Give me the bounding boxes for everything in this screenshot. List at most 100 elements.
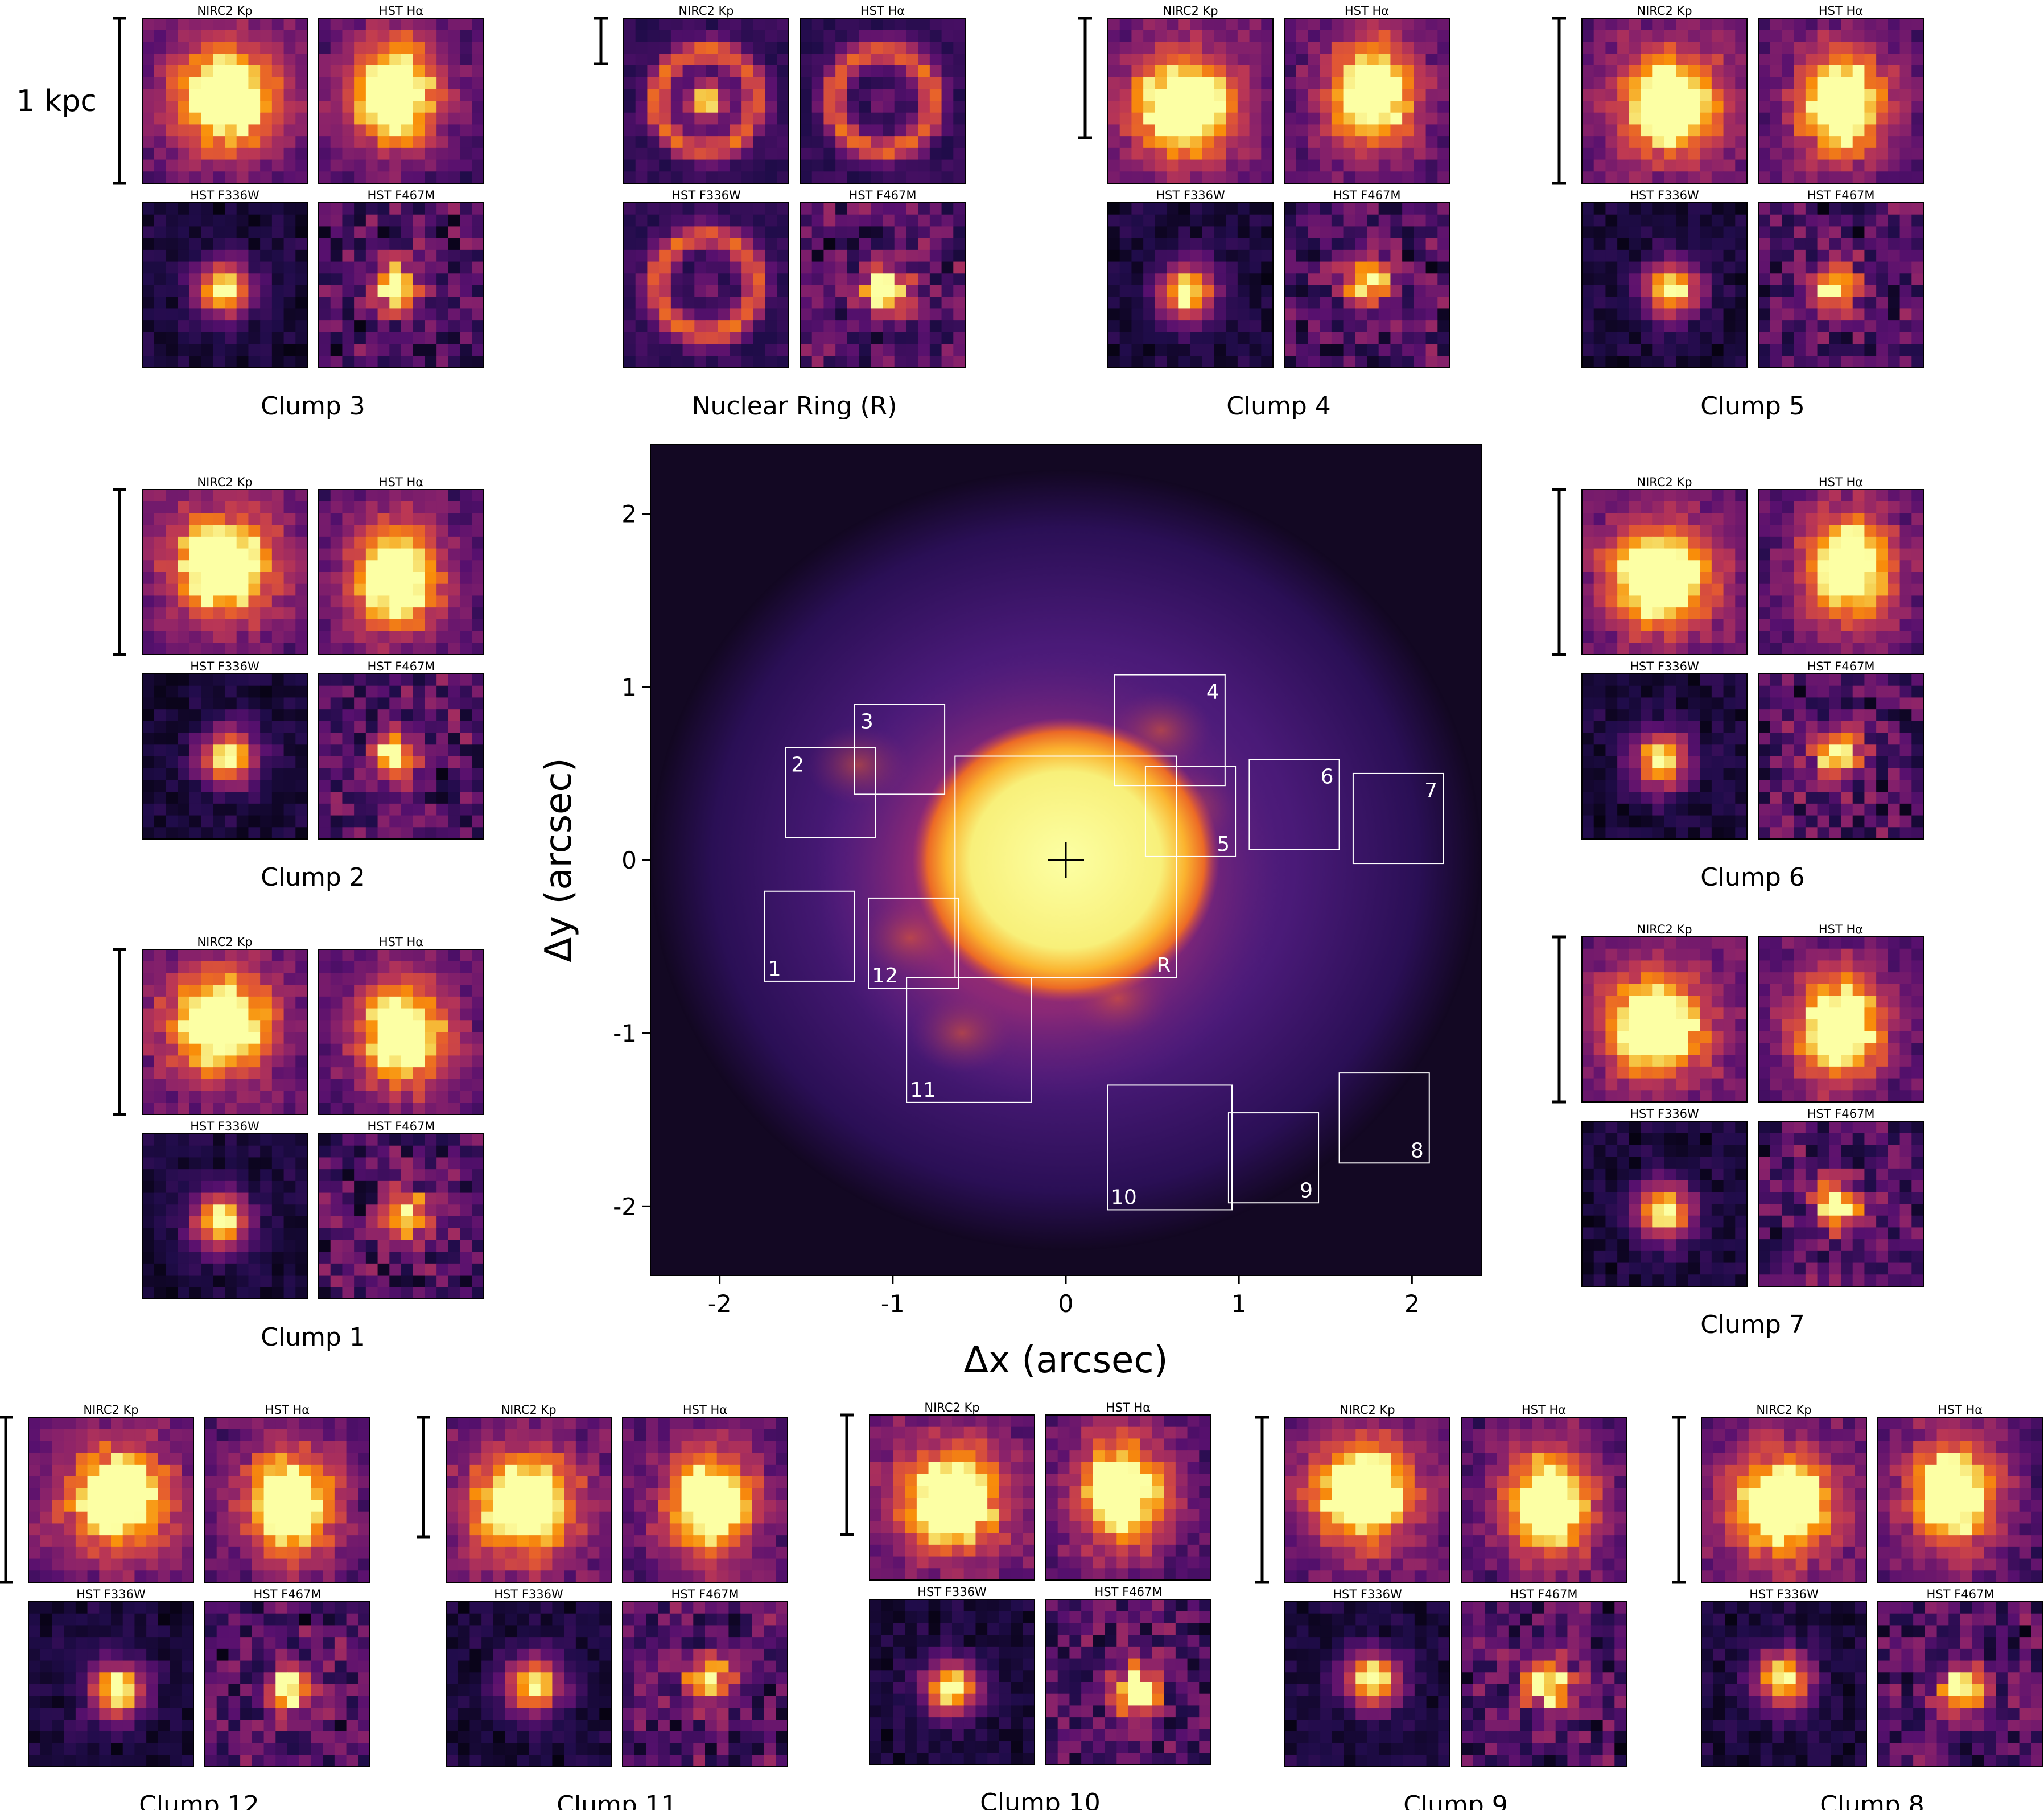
- panel-title: HST F467M: [671, 1587, 739, 1601]
- panel-frame: [1758, 673, 1924, 840]
- panel-frame: [28, 1417, 194, 1583]
- panel-frame: [142, 18, 308, 184]
- clump-panel-c5: NIRC2 Kp HST Hα HST F336W HST F467M Clump 5: [1552, 4, 1924, 421]
- clump-panel-c12: NIRC2 Kp HST Hα HST F336W HST F467M Clump 12: [0, 1403, 370, 1810]
- clump-image: [1701, 1417, 1867, 1583]
- panel-frame: [1284, 1601, 1450, 1767]
- clump-image: [319, 674, 484, 840]
- clump-image: [624, 18, 789, 184]
- panel-title: NIRC2 Kp: [197, 475, 252, 489]
- x-axis-label: Δx (arcsec): [963, 1339, 1168, 1381]
- region-box-R: R: [954, 755, 1177, 978]
- clump-image: [1285, 1602, 1450, 1767]
- clump-panel-c9: NIRC2 Kp HST Hα HST F336W HST F467M Clump 9: [1255, 1403, 1627, 1810]
- panel-frame: [1581, 18, 1748, 184]
- clump-image: [319, 18, 484, 184]
- panel-frame: [1758, 489, 1924, 655]
- region-box-2: 2: [785, 747, 876, 838]
- panel-frame: [142, 202, 308, 368]
- panel-title: HST F336W: [190, 660, 259, 673]
- clump-caption: Clump 5: [1700, 392, 1805, 421]
- region-box-1: 1: [764, 890, 855, 982]
- clump-image: [446, 1602, 612, 1767]
- clump-caption: Clump 9: [1403, 1791, 1508, 1810]
- clump-image: [142, 674, 308, 840]
- panel-title: HST Hα: [683, 1403, 727, 1417]
- clump-panel-c10: NIRC2 Kp HST Hα HST F336W HST F467M Clump 10: [840, 1401, 1211, 1810]
- clump-panel-c8: NIRC2 Kp HST Hα HST F336W HST F467M Clump 8: [1672, 1403, 2043, 1810]
- panel-title: HST F467M: [1333, 188, 1401, 202]
- region-label: 4: [1206, 681, 1219, 704]
- clump-image: [1878, 1602, 2043, 1767]
- panel-title: NIRC2 Kp: [1340, 1403, 1395, 1417]
- clump-panel-c11: NIRC2 Kp HST Hα HST F336W HST F467M Clump 11: [417, 1403, 788, 1810]
- panel-title: HST F467M: [1095, 1585, 1163, 1599]
- clump-panel-c1: NIRC2 Kp HST Hα HST F336W HST F467M Clump 1: [113, 935, 484, 1352]
- y-tick-label: 0: [621, 846, 637, 874]
- clump-image: [446, 1417, 612, 1583]
- region-label: R: [1157, 954, 1171, 977]
- panel-title: HST F336W: [1630, 188, 1699, 202]
- panel-title: HST Hα: [1819, 923, 1863, 936]
- x-tick-label: 0: [1058, 1290, 1074, 1318]
- clump-image: [205, 1417, 370, 1583]
- panel-title: HST Hα: [1819, 4, 1863, 18]
- region-label: 2: [791, 753, 804, 776]
- clump-image: [142, 203, 308, 368]
- panel-frame: [1758, 18, 1924, 184]
- panel-title: HST Hα: [379, 475, 423, 489]
- panel-frame: [1284, 202, 1450, 368]
- panel-title: HST Hα: [379, 4, 423, 18]
- region-label: 5: [1217, 833, 1230, 856]
- scale-bar: [417, 1416, 430, 1538]
- panel-title: NIRC2 Kp: [1637, 923, 1692, 936]
- scale-bar: [0, 1416, 13, 1584]
- panel-frame: [1284, 18, 1450, 184]
- panel-frame: [318, 489, 484, 655]
- panel-frame: [1107, 202, 1274, 368]
- panel-frame: [318, 949, 484, 1115]
- panel-frame: [1701, 1417, 1867, 1583]
- region-box-5: 5: [1144, 766, 1237, 857]
- clump-image: [1582, 674, 1748, 840]
- panel-frame: [142, 489, 308, 655]
- clump-caption: Clump 7: [1700, 1310, 1805, 1339]
- panel-title: HST F467M: [1807, 660, 1875, 673]
- region-box-4: 4: [1114, 674, 1226, 787]
- panel-title: HST F467M: [368, 188, 435, 202]
- y-tick-label: 1: [621, 673, 637, 701]
- panel-title: HST F467M: [849, 188, 917, 202]
- panel-frame: [318, 1133, 484, 1299]
- x-tick-label: -2: [708, 1290, 732, 1318]
- clump-image: [319, 203, 484, 368]
- panel-frame: [318, 18, 484, 184]
- clump-image: [1758, 489, 1924, 655]
- panel-frame: [1107, 18, 1274, 184]
- panel-title: HST F467M: [368, 660, 435, 673]
- panel-title: NIRC2 Kp: [197, 935, 252, 949]
- scale-bar: [1255, 1416, 1269, 1584]
- clump-panel-c3: NIRC2 Kp HST Hα HST F336W HST F467M 1 kpc Clu…: [17, 4, 484, 421]
- region-label: 3: [860, 710, 873, 733]
- clump-image: [800, 203, 966, 368]
- clump-image: [1284, 203, 1450, 368]
- clump-image: [1285, 1417, 1450, 1583]
- clump-image: [319, 489, 484, 655]
- panel-title: HST Hα: [860, 4, 905, 18]
- region-box-3: 3: [854, 704, 946, 795]
- region-label: 9: [1300, 1179, 1313, 1202]
- region-label: 8: [1411, 1139, 1424, 1162]
- panel-frame: [204, 1417, 370, 1583]
- clump-caption: Clump 4: [1226, 392, 1331, 421]
- panel-title: HST F336W: [1156, 188, 1225, 202]
- panel-title: HST F467M: [254, 1587, 322, 1601]
- panel-frame: [1581, 673, 1748, 840]
- panel-frame: [623, 18, 789, 184]
- x-tick-label: -1: [881, 1290, 905, 1318]
- panel-title: HST F336W: [671, 188, 741, 202]
- region-box-8: 8: [1338, 1072, 1430, 1164]
- clump-image: [1284, 18, 1450, 184]
- y-axis-label: Δy (arcsec): [538, 758, 580, 962]
- clump-image: [319, 949, 484, 1115]
- clump-image: [28, 1602, 194, 1767]
